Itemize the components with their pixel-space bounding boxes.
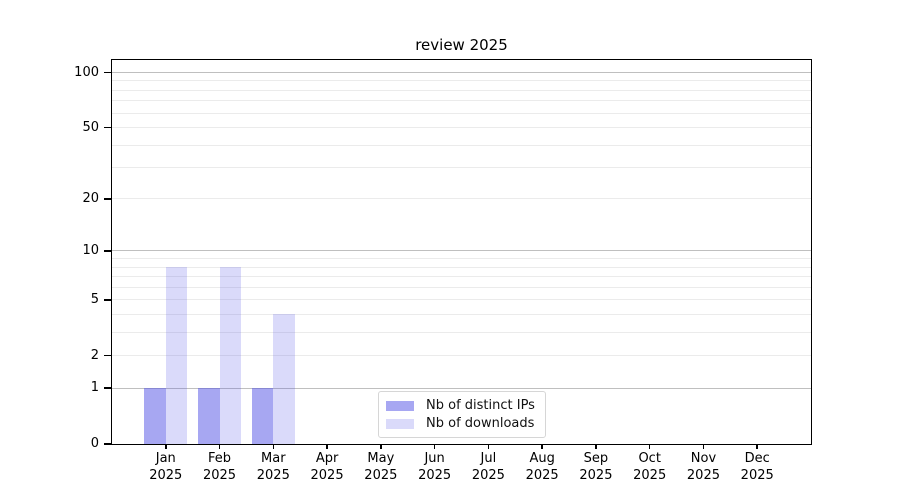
x-tick-label: Feb 2025 [202,451,237,483]
bar-downloads-jan [165,267,188,444]
x-tick-mark [487,444,490,449]
x-tick-mark [433,444,436,449]
bar-distinct-ips-feb [198,388,220,444]
gridline-minor [112,299,811,301]
gridline-major [112,250,811,252]
x-tick-label: Dec 2025 [740,451,774,483]
x-tick-mark [380,444,382,449]
x-tick-label: Oct 2025 [633,451,667,483]
bar-downloads-mar [273,314,295,444]
gridline-major [112,72,811,74]
y-tick-label: 100 [74,64,99,80]
y-tick-label: 10 [82,242,99,258]
y-tick-mark [103,443,111,445]
x-tick-mark [648,444,651,449]
x-tick-label: Jan 2025 [149,451,183,483]
x-tick-mark [326,444,328,449]
y-tick-label: 1 [90,380,99,396]
gridline-minor [112,258,811,260]
y-tick-mark [103,354,111,357]
gridline-minor [112,100,811,102]
x-tick-mark [541,444,543,449]
y-tick-label: 2 [90,347,99,363]
chart-title: review 2025 [415,36,508,54]
x-tick-label: Jun 2025 [418,451,452,483]
gridline-minor [112,167,811,169]
x-tick-mark [756,444,758,449]
gridline-minor [112,112,811,114]
gridline-minor [112,331,811,333]
gridline-minor [112,355,811,357]
y-tick-mark [103,126,111,129]
x-tick-label: Aug 2025 [525,451,559,483]
gridline-minor [112,127,811,129]
y-tick-label: 50 [82,119,99,135]
y-tick-mark [103,71,111,74]
gridline-minor [112,266,811,268]
x-tick-label: Mar 2025 [256,451,290,483]
y-tick-label: 5 [90,291,99,307]
gridline-minor [112,144,811,146]
y-tick-mark [103,198,111,200]
x-tick-label: Nov 2025 [686,451,720,483]
plot-area [110,58,812,445]
legend-swatch-distinct-ips-icon [386,400,414,411]
y-tick-label: 20 [82,190,99,206]
x-tick-mark [272,444,275,449]
gridline-minor [112,313,811,315]
gridline-major [112,387,811,389]
bar-distinct-ips-jan [144,388,166,444]
gridline-minor [112,198,811,200]
x-tick-mark [702,444,705,449]
y-tick-mark [103,387,111,389]
x-tick-label: Sep 2025 [579,451,613,483]
x-tick-mark [218,444,221,449]
legend-label-distinct-ips: Nb of distinct IPs [426,398,535,413]
legend-swatch-downloads-icon [386,418,414,429]
x-tick-mark [165,444,167,449]
legend-item-distinct-ips: Nb of distinct IPs [386,398,535,413]
gridline-minor [112,276,811,278]
x-tick-label: May 2025 [364,451,398,483]
y-tick-mark [103,299,111,301]
bar-distinct-ips-mar [251,388,274,444]
gridline-minor [112,89,811,91]
x-tick-label: Apr 2025 [310,451,344,483]
legend-item-downloads: Nb of downloads [386,416,535,431]
gridline-minor [112,286,811,288]
bar-downloads-feb [219,267,242,444]
x-tick-mark [595,444,597,449]
gridline-minor [112,80,811,82]
legend: Nb of distinct IPs Nb of downloads [378,391,546,438]
y-tick-mark [103,250,111,252]
y-tick-label: 0 [90,436,99,451]
x-tick-label: Jul 2025 [471,451,505,483]
legend-label-downloads: Nb of downloads [426,416,535,431]
